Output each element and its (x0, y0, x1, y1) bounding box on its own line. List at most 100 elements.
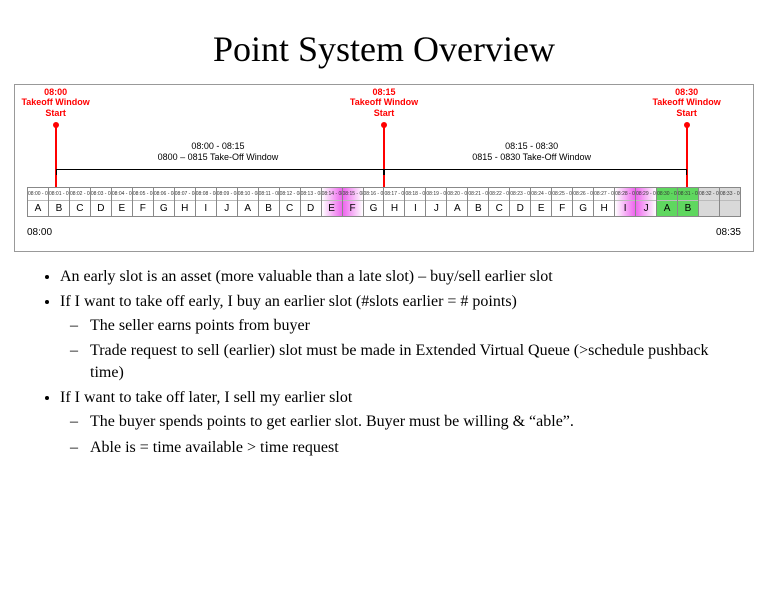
slot-cell: 08:13 - 08:14D (300, 187, 321, 217)
slot-range: 08:14 - 08:15 (322, 188, 342, 200)
slot-range: 08:17 - 08:18 (384, 188, 404, 200)
slot-cell: 08:23 - 08:24D (509, 187, 530, 217)
slot-cell: 08:22 - 08:23C (488, 187, 509, 217)
sub-bullet-item: The buyer spends points to get earlier s… (90, 411, 742, 433)
slot-range: 08:13 - 08:14 (301, 188, 321, 200)
slot-row: 08:00 - 08:01A08:01 - 08:02B08:02 - 08:0… (27, 187, 741, 217)
slot-range: 08:28 - 08:29 (615, 188, 635, 200)
slot-letter: C (280, 200, 300, 217)
slot-range: 08:25 - 08:26 (552, 188, 572, 200)
marker-line (686, 125, 688, 187)
slot-letter: A (238, 200, 258, 217)
slot-cell: 08:12 - 08:13C (279, 187, 300, 217)
marker-line (383, 125, 385, 187)
slot-cell: 08:07 - 08:08H (174, 187, 195, 217)
slot-cell: 08:33 - 08:34 (719, 187, 741, 217)
slot-range: 08:08 - 08:09 (196, 188, 216, 200)
slot-cell: 08:02 - 08:03C (69, 187, 90, 217)
slot-cell: 08:26 - 08:27G (572, 187, 593, 217)
slot-letter: B (678, 200, 698, 217)
slot-cell: 08:25 - 08:26F (551, 187, 572, 217)
slot-letter: I (405, 200, 425, 217)
slot-cell: 08:05 - 08:06F (132, 187, 153, 217)
slot-range: 08:01 - 08:02 (49, 188, 69, 200)
slot-cell: 08:24 - 08:25E (530, 187, 551, 217)
slot-letter (699, 200, 719, 216)
axis-end: 08:35 (716, 227, 741, 238)
slot-range: 08:29 - 08:30 (636, 188, 656, 200)
slot-range: 08:24 - 08:25 (531, 188, 551, 200)
slot-letter: A (657, 200, 677, 217)
slot-cell: 08:30 - 08:31A (656, 187, 677, 217)
slot-letter: J (217, 200, 237, 217)
window-bracket (384, 169, 687, 175)
bullet-item: If I want to take off early, I buy an ea… (60, 291, 742, 384)
slot-letter: D (510, 200, 530, 217)
window-marker: 08:30Takeoff WindowStart (642, 87, 732, 118)
slot-cell: 08:03 - 08:04D (90, 187, 111, 217)
bullet-item: An early slot is an asset (more valuable… (60, 266, 742, 288)
slot-letter: A (28, 200, 48, 217)
slot-letter: F (552, 200, 572, 217)
slot-letter: F (133, 200, 153, 217)
slot-range: 08:20 - 08:21 (447, 188, 467, 200)
slot-range: 08:15 - 08:16 (343, 188, 363, 200)
slot-letter: E (322, 200, 342, 217)
slot-letter: G (573, 200, 593, 217)
slot-letter: H (594, 200, 614, 217)
slot-cell: 08:09 - 08:10J (216, 187, 237, 217)
marker-dot (684, 122, 690, 128)
slot-letter: H (175, 200, 195, 217)
slot-range: 08:22 - 08:23 (489, 188, 509, 200)
slot-cell: 08:01 - 08:02B (48, 187, 69, 217)
slot-range: 08:32 - 08:33 (699, 188, 719, 200)
slot-letter: C (70, 200, 90, 217)
marker-dot (53, 122, 59, 128)
sub-bullet-item: Able is = time available > time request (90, 437, 742, 459)
slot-letter: B (49, 200, 69, 217)
bullet-text: If I want to take off early, I buy an ea… (60, 293, 517, 310)
slot-letter: A (447, 200, 467, 217)
slot-range: 08:33 - 08:34 (720, 188, 740, 200)
slot-range: 08:09 - 08:10 (217, 188, 237, 200)
slot-cell: 08:19 - 08:20J (425, 187, 446, 217)
bullet-text: If I want to take off later, I sell my e… (60, 389, 352, 406)
timeline-diagram: 08:00Takeoff WindowStart08:15Takeoff Win… (14, 84, 754, 252)
slot-letter (720, 200, 740, 216)
bullet-list: An early slot is an asset (more valuable… (26, 266, 742, 459)
slot-cell: 08:31 - 08:32B (677, 187, 698, 217)
slot-cell: 08:14 - 08:15E (321, 187, 342, 217)
slot-letter: C (489, 200, 509, 217)
slot-letter: B (259, 200, 279, 217)
sub-bullet-item: The seller earns points from buyer (90, 315, 742, 337)
slot-letter: D (301, 200, 321, 217)
slot-cell: 08:20 - 08:21A (446, 187, 467, 217)
window-bracket (56, 169, 384, 175)
slot-range: 08:12 - 08:13 (280, 188, 300, 200)
slot-letter: G (364, 200, 384, 217)
slot-letter: B (468, 200, 488, 217)
slot-letter: I (196, 200, 216, 217)
marker-line (55, 125, 57, 187)
axis-start: 08:00 (27, 227, 52, 238)
slot-cell: 08:29 - 08:30J (635, 187, 656, 217)
slot-cell: 08:27 - 08:28H (593, 187, 614, 217)
slot-cell: 08:17 - 08:18H (383, 187, 404, 217)
slot-range: 08:10 - 08:11 (238, 188, 258, 200)
slot-cell: 08:16 - 08:17G (363, 187, 384, 217)
slot-range: 08:31 - 08:32 (678, 188, 698, 200)
slot-range: 08:19 - 08:20 (426, 188, 446, 200)
slot-letter: G (154, 200, 174, 217)
slot-range: 08:06 - 08:07 (154, 188, 174, 200)
slot-cell: 08:15 - 08:16F (342, 187, 363, 217)
slot-cell: 08:11 - 08:12B (258, 187, 279, 217)
slot-cell: 08:08 - 08:09I (195, 187, 216, 217)
slot-range: 08:05 - 08:06 (133, 188, 153, 200)
bullet-item: If I want to take off later, I sell my e… (60, 387, 742, 458)
slot-range: 08:23 - 08:24 (510, 188, 530, 200)
window-label: 08:15 - 08:300815 - 0830 Take-Off Window (442, 141, 622, 163)
slot-range: 08:21 - 08:22 (468, 188, 488, 200)
slot-cell: 08:28 - 08:29I (614, 187, 635, 217)
slot-cell: 08:04 - 08:05E (111, 187, 132, 217)
marker-dot (381, 122, 387, 128)
